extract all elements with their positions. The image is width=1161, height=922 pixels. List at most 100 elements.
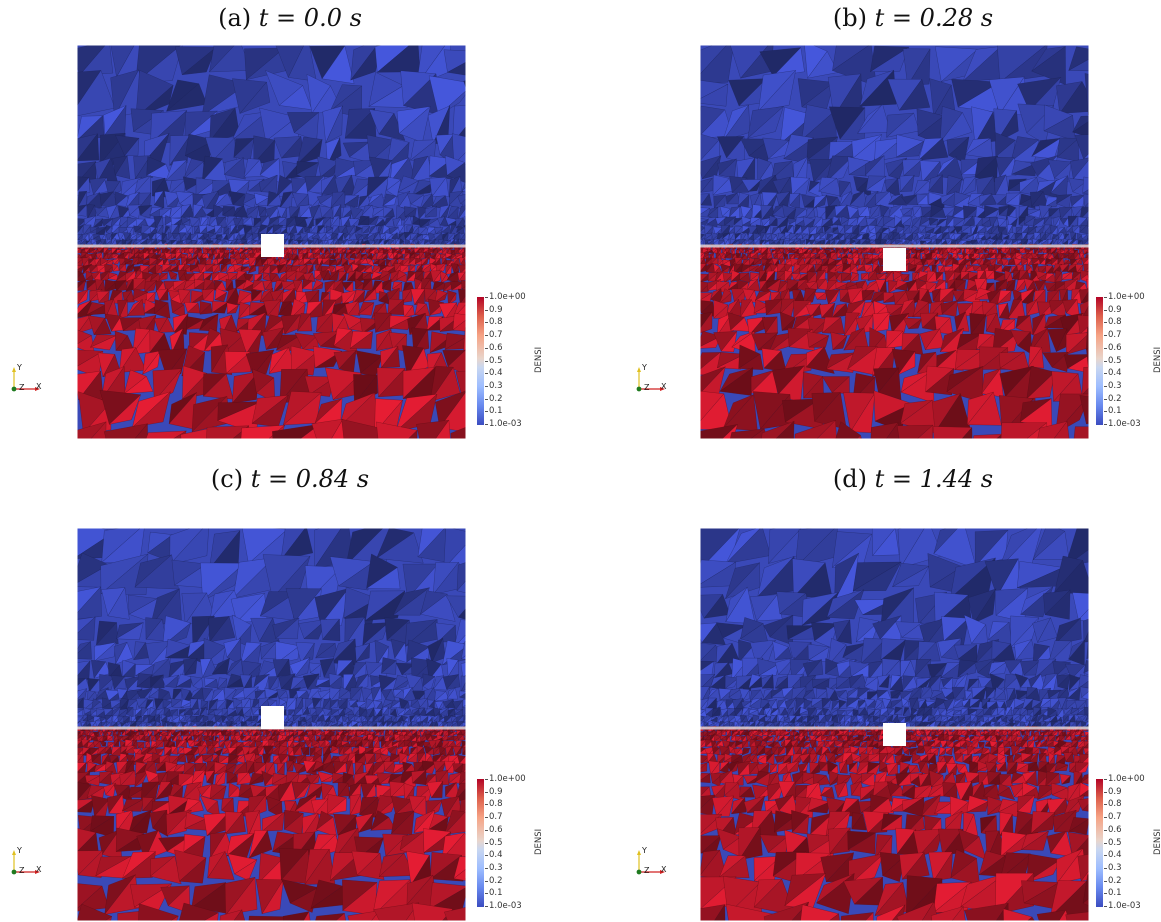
mesh-cell [819,232,827,239]
mesh-cell [808,225,817,235]
mesh-cell [397,254,404,259]
mesh-cell [805,208,816,219]
mesh-cell [1042,248,1048,254]
colorbar-tick [1104,335,1107,336]
mesh-cell [813,194,827,209]
mesh-cell [937,253,943,259]
mesh-cell [362,225,371,234]
mesh-cell [292,247,298,255]
mesh-cell [934,258,940,267]
mesh-cell [278,85,313,110]
mesh-cell [142,350,161,375]
mesh-cell [124,137,140,156]
mesh-cell [1079,225,1090,235]
mesh-cell [1056,194,1072,209]
mesh-cell [363,239,370,245]
colorbar-title: DENSI [534,346,544,373]
mesh-cell [327,137,342,166]
mesh-cell [282,392,322,426]
mesh-cell [789,193,801,210]
mesh-cell [206,425,250,440]
axis-x-label: X [661,382,667,391]
mesh-cell [212,263,221,274]
colorbar-tick-label: 0.8 [1108,317,1122,327]
mesh-cell [172,304,186,318]
panel-c: (c) t = 0.84 s 1.0e+00 0.9 0.8 0.7 0.6 0.5 0.4… [0,461,580,922]
mesh-cell [288,44,317,82]
mesh-cell [203,288,215,303]
mesh-cell [929,218,939,226]
caption-time: t = 0.84 s [250,465,370,493]
mesh-cell [118,263,127,272]
mesh-cell [1083,152,1090,160]
mesh-cell [293,112,319,141]
mesh-cell [832,218,842,226]
mesh-cell [124,260,133,266]
mesh-cell [190,231,199,241]
mesh-cell [1074,252,1080,260]
mesh-cell [114,257,121,265]
mesh-cell [1014,253,1023,261]
colorbar-tick [485,348,488,349]
axis-y-label: Y [17,363,22,372]
mesh-cell [181,46,217,75]
mesh-cell [116,240,122,245]
mesh-cell [108,394,141,425]
mesh-cell [226,305,239,314]
caption-prefix: (c) [210,465,244,493]
mesh-cell [76,70,116,117]
mesh-cell [380,345,400,368]
mesh-cell [1058,232,1066,240]
mesh-cell [983,208,1000,218]
density-mesh [699,44,1090,440]
mesh-cell [347,300,361,316]
axes-triad-icon [11,367,40,392]
mesh-cell [127,299,145,316]
square-obstacle [883,248,906,271]
mesh-cell [251,290,263,302]
mesh-cell [995,110,1019,144]
mesh-cell [123,376,154,394]
mesh-cell [334,253,341,260]
mesh-cell [243,248,249,253]
mesh-cell [421,257,429,267]
mesh-cell [118,299,128,319]
mesh-cell [1031,137,1061,159]
mesh-cell [962,253,971,260]
mesh-cell [269,273,282,283]
mesh-cell [1082,176,1090,194]
mesh-cell [450,426,467,440]
mesh-cell [204,257,212,265]
mesh-cell [807,51,839,79]
mesh-cell [441,225,452,234]
mesh-cell [865,175,887,193]
mesh-cell [238,249,245,255]
mesh-cell [452,105,467,144]
colorbar-tick-label: 1.0e+00 [1108,292,1145,302]
mesh-cell [332,247,338,254]
mesh-cell [1073,158,1090,180]
mesh-cell [801,233,809,241]
mesh-cell [320,248,325,255]
mesh-cell [444,336,467,350]
mesh-cell [440,216,449,227]
mesh-cell [961,225,972,234]
mesh-cell [902,208,913,217]
mesh-cell [233,205,249,218]
mesh-cell [76,204,87,217]
mesh-cell [342,248,347,254]
mesh-cell [796,233,803,240]
mesh-cell [264,280,273,290]
mesh-cell [896,141,924,158]
mesh-cell [854,257,861,266]
mesh-cell [170,273,178,280]
mesh-cell [886,112,920,138]
mesh-cell [212,301,229,314]
mesh-cell [76,421,107,440]
colorbar-tick [485,386,488,387]
mesh-cell [747,106,784,139]
mesh-cell [180,204,195,218]
mesh-cell [103,423,148,440]
colorbar-tick [485,373,488,374]
